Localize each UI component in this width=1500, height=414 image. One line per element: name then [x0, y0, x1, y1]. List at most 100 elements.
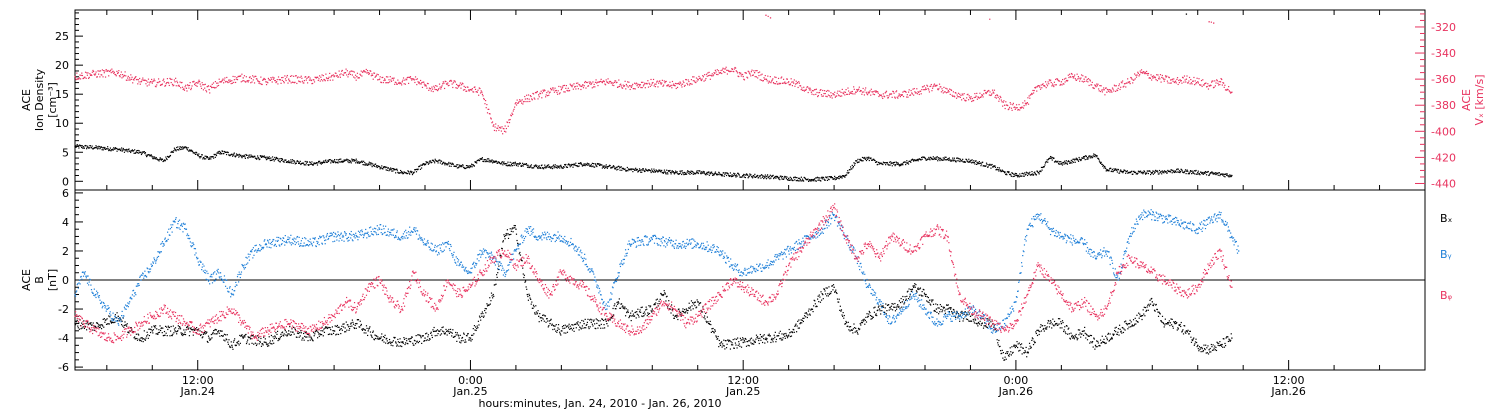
data-point [469, 337, 470, 338]
data-point [120, 149, 121, 150]
data-point [1107, 89, 1108, 90]
data-point [202, 82, 203, 83]
data-point [471, 89, 472, 90]
data-point [394, 84, 395, 85]
data-point [260, 342, 261, 343]
data-point [356, 160, 357, 161]
data-point [526, 286, 527, 287]
data-point [78, 78, 79, 79]
data-point [589, 83, 590, 84]
data-point [597, 85, 598, 86]
data-point [153, 158, 154, 159]
data-point [653, 172, 654, 173]
data-point [446, 84, 447, 85]
data-point [1215, 82, 1216, 83]
data-point [664, 80, 665, 81]
data-point [896, 90, 897, 91]
data-point [485, 161, 486, 162]
data-point [124, 152, 125, 153]
data-point [878, 96, 879, 97]
data-point [418, 169, 419, 170]
data-point [485, 312, 486, 313]
data-point [432, 329, 433, 330]
data-point [1020, 108, 1021, 109]
data-point [775, 178, 776, 179]
data-point [671, 87, 672, 88]
data-point [641, 172, 642, 173]
data-point [260, 338, 261, 339]
data-point [1040, 171, 1041, 172]
data-point [655, 86, 656, 87]
data-point [131, 79, 132, 80]
data-point [530, 299, 531, 300]
data-point [270, 77, 271, 78]
data-point [1013, 103, 1014, 104]
data-point [547, 320, 548, 321]
data-point [456, 166, 457, 167]
data-point [158, 159, 159, 160]
data-point [278, 338, 279, 339]
data-point [293, 76, 294, 77]
data-point [1133, 79, 1134, 80]
data-point [236, 79, 237, 80]
data-point [197, 329, 198, 330]
data-point [551, 325, 552, 326]
data-point [381, 82, 382, 83]
data-point [270, 80, 271, 81]
data-point [165, 160, 166, 161]
data-point [974, 162, 975, 163]
data-point [698, 79, 699, 80]
data-point [993, 93, 994, 94]
data-point [147, 334, 148, 335]
data-point [414, 79, 415, 80]
data-point [205, 331, 206, 332]
data-point [535, 164, 536, 165]
data-point [452, 333, 453, 334]
data-point [1224, 85, 1225, 86]
data-point [265, 81, 266, 82]
data-point [396, 169, 397, 170]
data-point [351, 70, 352, 71]
data-point [1214, 173, 1215, 174]
data-point [870, 157, 871, 158]
data-point [310, 162, 311, 163]
data-point [748, 71, 749, 72]
data-point [525, 101, 526, 102]
data-point [450, 329, 451, 330]
data-point [411, 338, 412, 339]
data-point [400, 170, 401, 171]
data-point [515, 102, 516, 103]
data-point [423, 335, 424, 336]
data-point [823, 95, 824, 96]
data-point [78, 322, 79, 323]
data-point [995, 95, 996, 96]
data-point [116, 151, 117, 152]
data-point [666, 170, 667, 171]
data-point [357, 73, 358, 74]
data-point [978, 163, 979, 164]
data-point [1061, 81, 1062, 82]
data-point [1065, 163, 1066, 164]
data-point [255, 343, 256, 344]
data-point [85, 145, 86, 146]
data-point [560, 334, 561, 335]
data-point [1227, 89, 1228, 90]
data-point [580, 162, 581, 163]
data-point [1031, 174, 1032, 175]
data-point [881, 95, 882, 96]
data-point [471, 164, 472, 165]
data-point [802, 179, 803, 180]
data-point [941, 88, 942, 89]
data-point [434, 87, 435, 88]
data-point [969, 97, 970, 98]
data-point [1150, 174, 1151, 175]
data-point [1066, 160, 1067, 161]
data-point [127, 149, 128, 150]
data-point [542, 315, 543, 316]
data-point [139, 78, 140, 79]
data-point [1153, 171, 1154, 172]
data-point [376, 166, 377, 167]
data-point [548, 91, 549, 92]
data-point [923, 89, 924, 90]
data-point [613, 85, 614, 86]
